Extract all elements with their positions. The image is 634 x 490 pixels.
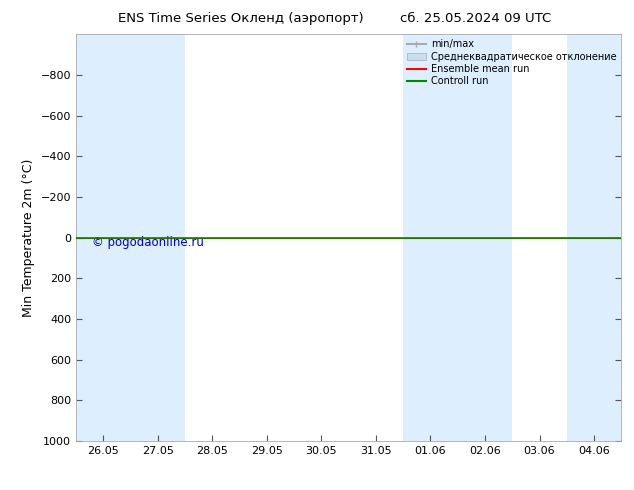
Text: © pogodaonline.ru: © pogodaonline.ru: [93, 236, 204, 248]
Bar: [76, 34, 131, 441]
Text: сб. 25.05.2024 09 UTC: сб. 25.05.2024 09 UTC: [400, 12, 551, 25]
Bar: [458, 34, 512, 441]
Legend: min/max, Среднеквадратическое отклонение, Ensemble mean run, Controll run: min/max, Среднеквадратическое отклонение…: [406, 39, 616, 86]
Bar: [567, 34, 621, 441]
Text: ENS Time Series Окленд (аэропорт): ENS Time Series Окленд (аэропорт): [118, 12, 364, 25]
Bar: [403, 34, 458, 441]
Bar: [131, 34, 185, 441]
Y-axis label: Min Temperature 2m (°C): Min Temperature 2m (°C): [22, 158, 35, 317]
